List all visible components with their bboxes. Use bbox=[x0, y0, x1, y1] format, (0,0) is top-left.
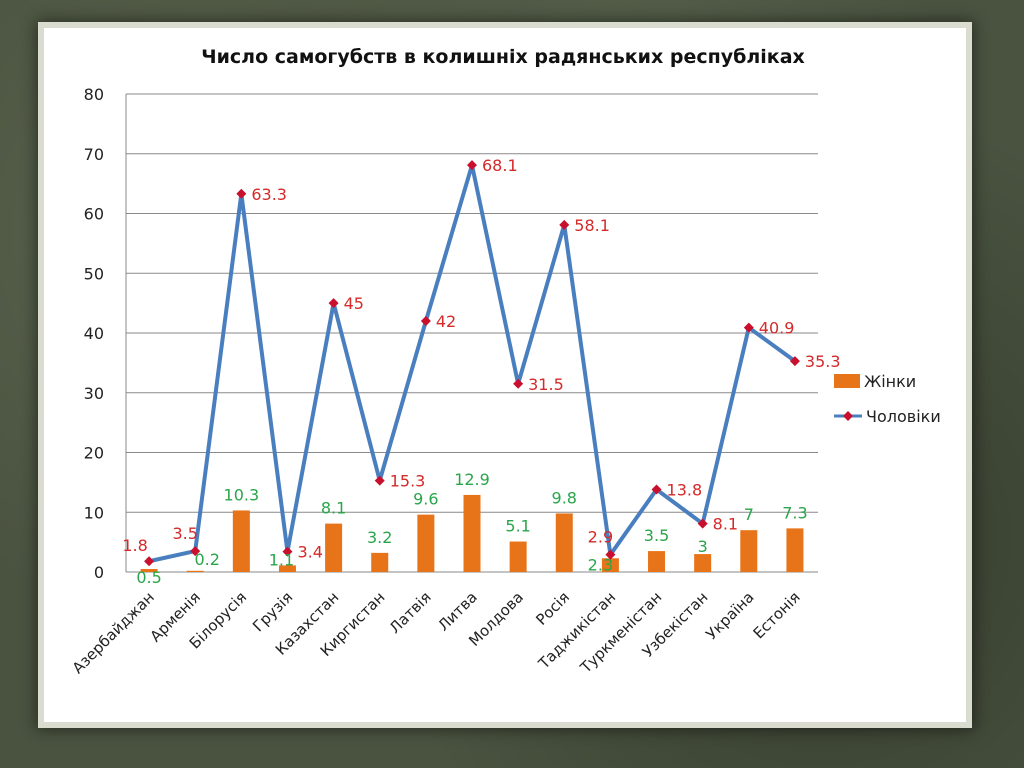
x-tick-label: Естонія bbox=[750, 588, 804, 642]
x-tick-label: Туркменістан bbox=[576, 588, 665, 677]
data-label-men: 68.1 bbox=[482, 156, 518, 175]
data-label-women: 10.3 bbox=[224, 485, 260, 504]
data-label-men: 8.1 bbox=[713, 515, 738, 534]
bar-women bbox=[694, 554, 712, 572]
x-tick-label: Україна bbox=[702, 588, 757, 643]
point-men bbox=[467, 160, 477, 171]
y-tick-label: 40 bbox=[84, 324, 104, 343]
legend-marker-men bbox=[843, 411, 853, 421]
data-label-women: 5.1 bbox=[505, 517, 530, 536]
bar-women bbox=[463, 494, 481, 572]
x-axis-ticks: АзербайджанАрменіяБілорусіяГрузіяКазахст… bbox=[69, 588, 804, 677]
bar-women bbox=[555, 513, 573, 572]
y-tick-label: 50 bbox=[84, 264, 104, 283]
bar-women bbox=[186, 570, 204, 572]
point-men bbox=[559, 219, 570, 230]
data-label-men: 2.9 bbox=[588, 528, 613, 547]
point-men bbox=[236, 188, 247, 199]
data-labels: 1.8 3.5 63.3 3.4 45 15.3 42 68.1 31.5 58.1 2.9 13.8… bbox=[122, 156, 840, 587]
data-label-women: 3.2 bbox=[367, 528, 392, 547]
data-label-women: 3 bbox=[698, 537, 708, 556]
data-label-women: 0.2 bbox=[194, 550, 219, 569]
y-tick-label: 0 bbox=[94, 563, 104, 582]
legend-swatch-women bbox=[834, 374, 860, 388]
y-tick-label: 60 bbox=[84, 205, 104, 224]
data-label-women: 2.3 bbox=[588, 555, 613, 574]
bar-women bbox=[740, 530, 758, 572]
y-tick-label: 10 bbox=[84, 503, 104, 522]
data-label-women: 7.3 bbox=[782, 503, 807, 522]
bar-women bbox=[786, 528, 804, 572]
x-tick-label: Азербайджан bbox=[69, 588, 158, 677]
point-men bbox=[651, 484, 662, 495]
point-men bbox=[282, 546, 293, 557]
y-axis-ticks: 0 10 20 30 40 50 60 70 80 bbox=[84, 85, 104, 582]
data-label-men: 58.1 bbox=[574, 216, 610, 235]
data-label-women: 9.8 bbox=[552, 488, 577, 507]
point-men bbox=[743, 322, 754, 333]
data-label-men: 3.5 bbox=[172, 524, 197, 543]
point-men bbox=[144, 556, 155, 567]
data-label-women: 12.9 bbox=[454, 470, 490, 489]
data-label-women: 9.6 bbox=[413, 490, 438, 509]
data-label-men: 45 bbox=[344, 294, 364, 313]
legend: Жінки Чоловіки bbox=[834, 372, 941, 426]
bar-women bbox=[648, 551, 666, 572]
point-men bbox=[190, 546, 201, 557]
data-label-men: 35.3 bbox=[805, 352, 841, 371]
x-tick-label: Латвія bbox=[386, 588, 435, 637]
data-label-men: 15.3 bbox=[390, 472, 426, 491]
line-men bbox=[144, 160, 800, 567]
x-tick-label: Росія bbox=[532, 588, 573, 629]
y-tick-label: 30 bbox=[84, 384, 104, 403]
bar-women bbox=[371, 552, 389, 572]
chart-title: Число самогубств в колишніх радянських р… bbox=[201, 46, 805, 68]
bar-women bbox=[509, 541, 527, 572]
y-tick-label: 70 bbox=[84, 145, 104, 164]
data-label-men: 1.8 bbox=[122, 536, 147, 555]
data-label-men: 63.3 bbox=[251, 185, 287, 204]
y-tick-label: 80 bbox=[84, 85, 104, 104]
data-label-men: 40.9 bbox=[759, 319, 795, 338]
data-label-men: 42 bbox=[436, 312, 456, 331]
data-label-women: 0.5 bbox=[136, 568, 161, 587]
data-label-men: 3.4 bbox=[297, 543, 322, 562]
legend-label-men: Чоловіки bbox=[866, 407, 941, 426]
point-men bbox=[420, 316, 431, 327]
data-label-women: 8.1 bbox=[321, 499, 346, 518]
legend-label-women: Жінки bbox=[864, 372, 916, 391]
point-men bbox=[374, 475, 385, 486]
point-men bbox=[697, 518, 708, 529]
bar-women bbox=[601, 558, 619, 572]
point-men bbox=[328, 298, 339, 309]
data-label-women: 3.5 bbox=[644, 526, 669, 545]
data-label-women: 1.1 bbox=[269, 550, 294, 569]
point-men bbox=[789, 356, 800, 367]
bar-women bbox=[278, 565, 296, 572]
data-label-men: 31.5 bbox=[528, 375, 564, 394]
point-men bbox=[513, 378, 524, 389]
data-label-men: 13.8 bbox=[667, 481, 703, 500]
bar-women bbox=[325, 523, 343, 572]
y-tick-label: 20 bbox=[84, 444, 104, 463]
data-label-women: 7 bbox=[744, 505, 754, 524]
chart-paper bbox=[44, 28, 966, 722]
bars-women bbox=[140, 494, 804, 572]
bar-women bbox=[232, 510, 250, 572]
point-men bbox=[605, 549, 616, 560]
bar-women bbox=[140, 569, 158, 572]
bar-women bbox=[417, 514, 435, 572]
